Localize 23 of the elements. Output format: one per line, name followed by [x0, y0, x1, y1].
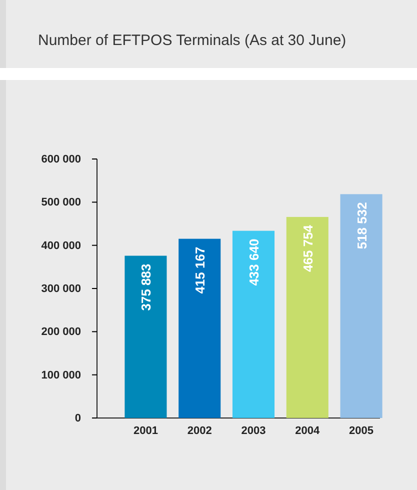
bar [232, 230, 275, 418]
x-tick-label: 2004 [295, 425, 321, 438]
y-tick-label: 500 000 [41, 196, 81, 209]
x-tick-label: 2005 [349, 425, 374, 438]
y-tick-label: 300 000 [41, 283, 81, 296]
bar [124, 256, 167, 418]
x-tick-label: 2003 [241, 425, 266, 438]
y-tick-label: 200 000 [41, 326, 81, 338]
data-label: 375 883 [138, 264, 154, 311]
bar [286, 216, 328, 418]
x-tick-label: 2002 [187, 425, 212, 438]
chart-title: Number of EFTPOS Terminals (As at 30 June) [38, 32, 346, 49]
bar [178, 238, 221, 418]
x-tick-label: 2001 [133, 425, 158, 438]
data-label: 415 167 [192, 246, 208, 294]
data-label: 518 532 [354, 202, 370, 250]
bar [340, 194, 382, 418]
y-tick-label: 100 000 [41, 369, 81, 382]
y-tick-label: 0 [74, 412, 81, 425]
y-tick-label: 600 000 [41, 154, 81, 166]
data-label: 433 640 [246, 238, 262, 286]
data-label: 465 754 [300, 224, 316, 272]
y-tick-label: 400 000 [41, 240, 81, 252]
